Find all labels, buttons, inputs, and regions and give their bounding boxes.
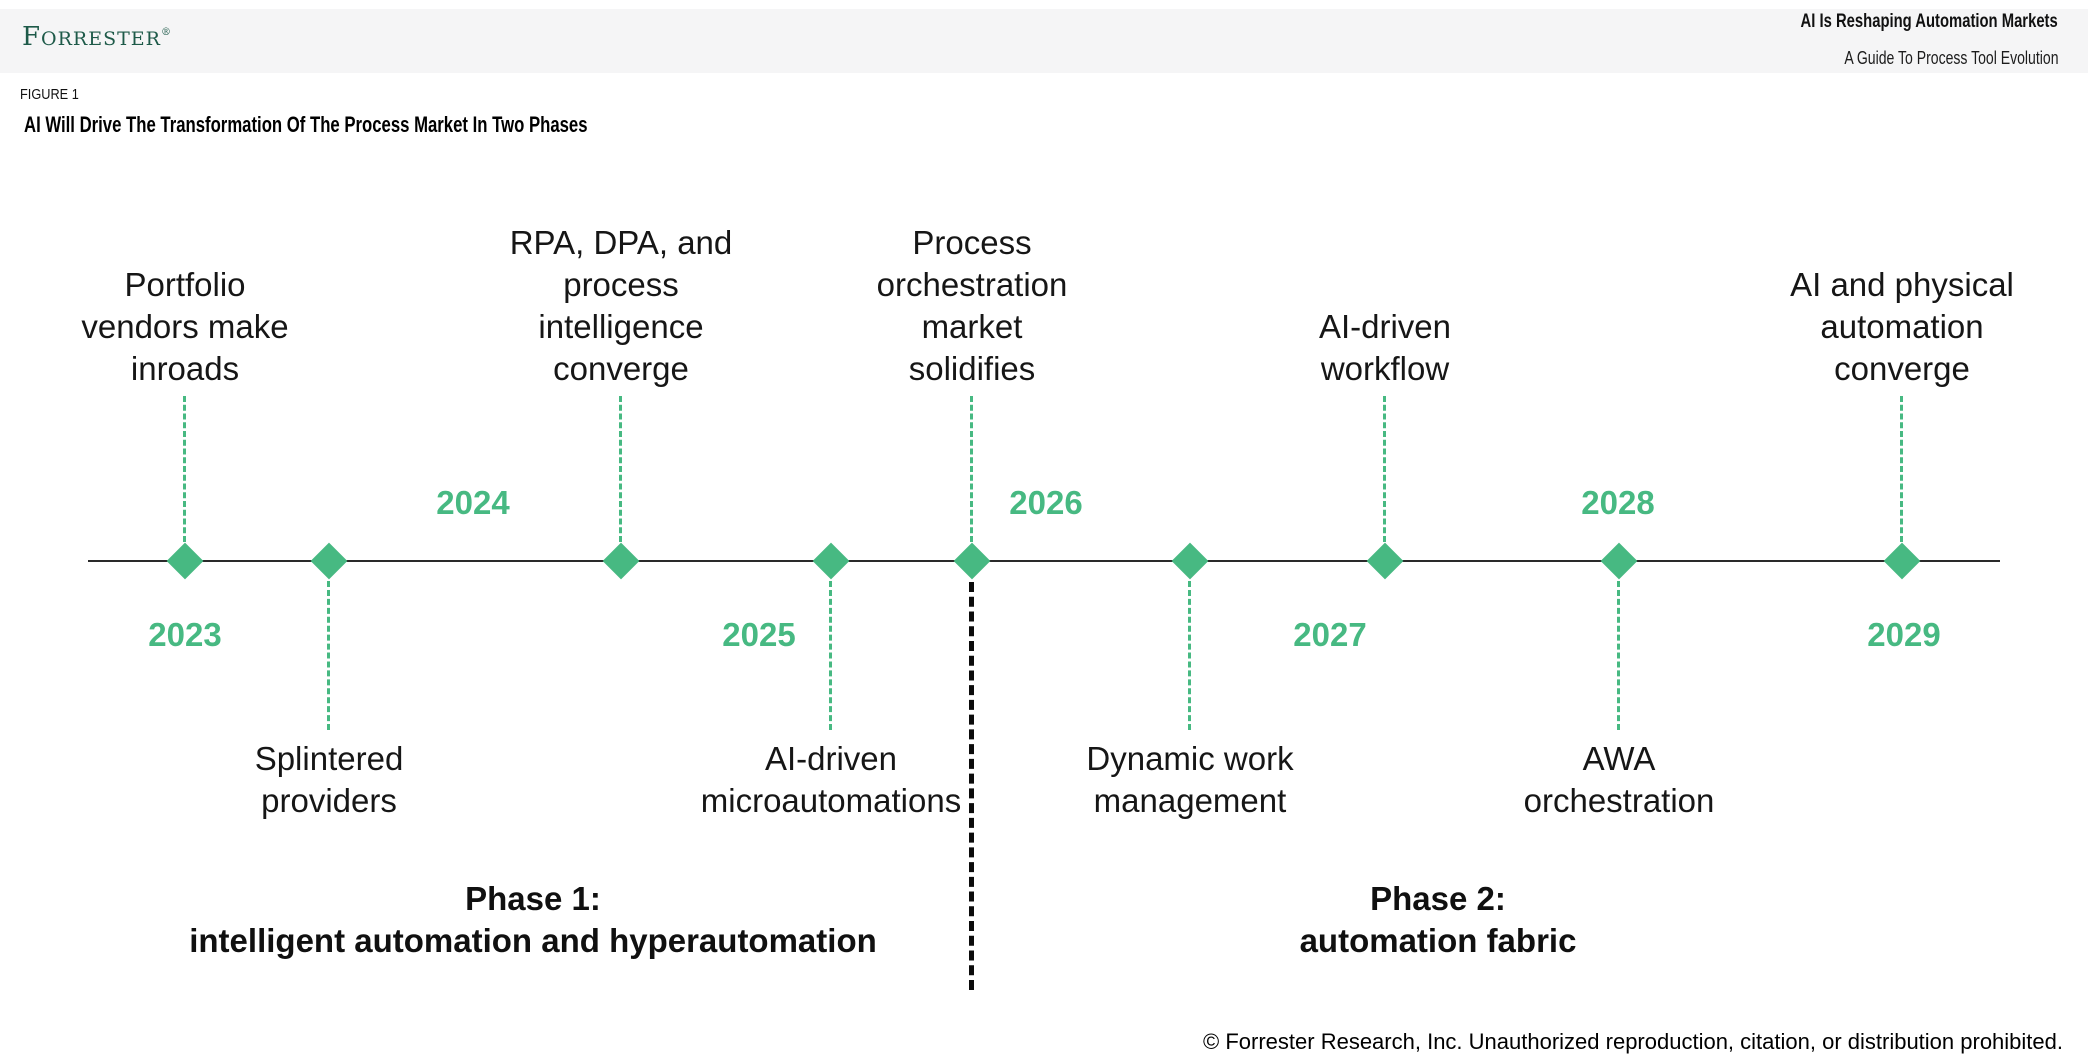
milestone-label-line: providers (261, 782, 397, 819)
milestone-connector (327, 581, 330, 730)
copyright-notice: © Forrester Research, Inc. Unauthorized … (1203, 1029, 2063, 1054)
figure-title: AI Will Drive The Transformation Of The … (24, 112, 588, 137)
timeline-axis (88, 560, 2000, 562)
phase-title: Phase 1: (465, 880, 601, 917)
milestone-diamond (1366, 542, 1404, 580)
milestone-label-line: AI-driven (764, 740, 898, 777)
milestone-diamond (166, 542, 204, 580)
milestone-label: Splintered providers (255, 738, 404, 822)
milestone-label: AWA orchestration (1524, 738, 1715, 822)
milestone-label-line: converge (1834, 350, 1970, 387)
milestone-label: Dynamic work management (1086, 738, 1293, 822)
milestone-diamond (1171, 542, 1209, 580)
phase-title: Phase 2: (1370, 880, 1506, 917)
milestone-connector (970, 396, 973, 542)
year-label: 2027 (1293, 616, 1367, 653)
milestone-label-line: AWA (1582, 740, 1656, 777)
milestone-label-line: RPA, DPA, and (509, 224, 733, 261)
year-label: 2029 (1867, 616, 1941, 653)
milestone-label-line: market (921, 308, 1023, 345)
milestone-label-line: Splintered (254, 740, 404, 777)
milestone-connector (183, 396, 186, 542)
year-label: 2025 (722, 616, 796, 653)
phase-subtitle: intelligent automation and hyperautomati… (189, 922, 877, 959)
milestone-label-line: orchestration (876, 266, 1068, 303)
milestone-label-line: intelligence (538, 308, 704, 345)
milestone-label-line: inroads (130, 350, 240, 387)
milestone-label: AI and physical automation converge (1790, 264, 2014, 390)
milestone-label-line: Portfolio (124, 266, 246, 303)
registered-mark: ® (160, 27, 171, 38)
milestone-diamond (953, 542, 991, 580)
figure-number: FIGURE 1 (20, 86, 79, 103)
milestone-label-line: management (1093, 782, 1287, 819)
year-label: 2024 (436, 484, 510, 521)
milestone-label-line: AI and physical (1790, 266, 2014, 303)
phase-label: Phase 1: intelligent automation and hyper… (189, 878, 877, 962)
milestone-label: Process orchestration market solidifies (877, 222, 1068, 390)
milestone-label: AI-driven workflow (1319, 306, 1451, 390)
phase-subtitle: automation fabric (1299, 922, 1577, 959)
milestone-connector (619, 396, 622, 542)
milestone-connector (1383, 396, 1386, 542)
year-label: 2028 (1581, 484, 1655, 521)
milestone-label-line: orchestration (1523, 782, 1715, 819)
phase-label: Phase 2: automation fabric (1300, 878, 1577, 962)
milestone-diamond (1883, 542, 1921, 580)
milestone-diamond (1600, 542, 1638, 580)
document-subtitle: A Guide To Process Tool Evolution (1843, 48, 2058, 68)
milestone-connector (1188, 581, 1191, 730)
milestone-connector (829, 581, 832, 730)
milestone-connector (1617, 581, 1620, 730)
forrester-logo: FORRESTER® (22, 22, 171, 52)
header-band (0, 9, 2088, 73)
year-label: 2026 (1009, 484, 1083, 521)
milestone-label-line: process (563, 266, 679, 303)
milestone-label-line: automation (1820, 308, 1984, 345)
milestone-label: AI-driven microautomations (701, 738, 961, 822)
phase-divider-line (969, 582, 974, 990)
year-label: 2023 (148, 616, 222, 653)
milestone-label-line: vendors make (81, 308, 289, 345)
milestone-label-line: Process (912, 224, 1032, 261)
milestone-label-line: AI-driven (1318, 308, 1452, 345)
document-title: AI Is Reshaping Automation Markets (1800, 11, 2058, 32)
milestone-label: RPA, DPA, and process intelligence converge (510, 222, 733, 390)
milestone-label-line: Dynamic work (1086, 740, 1294, 777)
milestone-diamond (602, 542, 640, 580)
milestone-diamond (310, 542, 348, 580)
milestone-label-line: workflow (1320, 350, 1450, 387)
milestone-label-line: microautomations (700, 782, 962, 819)
milestone-label-line: solidifies (908, 350, 1036, 387)
logo-initial: F (22, 22, 42, 52)
milestone-diamond (812, 542, 850, 580)
logo-text: ORRESTER (41, 28, 161, 50)
milestone-connector (1900, 396, 1903, 542)
milestone-label: Portfolio vendors make inroads (81, 264, 288, 390)
milestone-label-line: converge (553, 350, 689, 387)
